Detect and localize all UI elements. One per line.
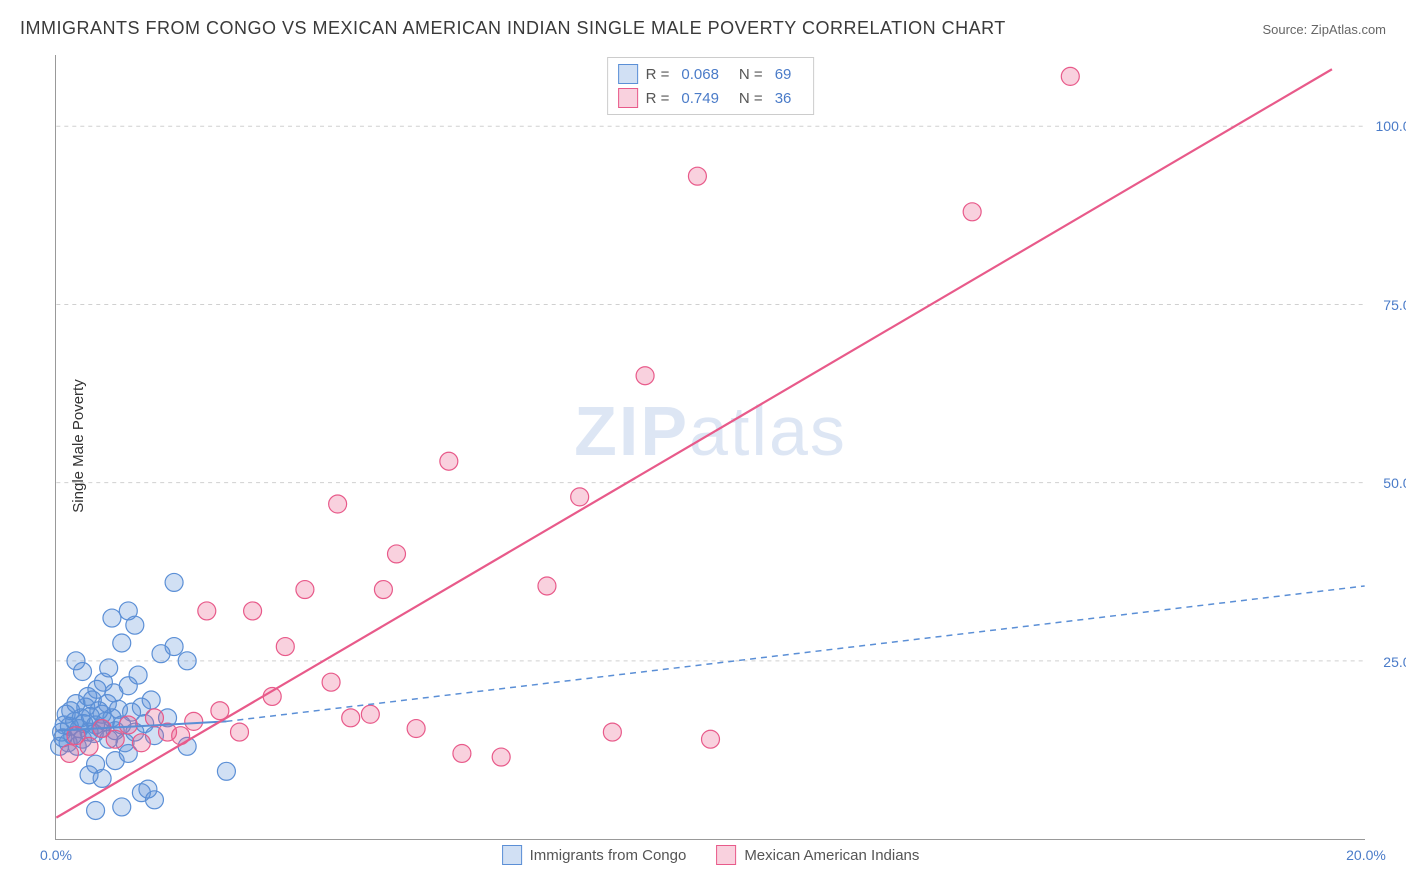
legend-row-series1: R = 0.068 N = 69	[618, 62, 804, 86]
plot-area: ZIPatlas R = 0.068 N = 69 R = 0.749 N = …	[55, 55, 1365, 840]
source-label: Source: ZipAtlas.com	[1262, 22, 1386, 37]
n-value-1: 69	[775, 66, 792, 83]
r-value-1: 0.068	[681, 66, 719, 83]
legend-item-mexican: Mexican American Indians	[716, 845, 919, 865]
scatter-chart	[56, 55, 1365, 839]
chart-title: IMMIGRANTS FROM CONGO VS MEXICAN AMERICA…	[20, 18, 1006, 39]
series-legend: Immigrants from Congo Mexican American I…	[502, 845, 920, 865]
y-tick-label: 75.0%	[1383, 297, 1406, 313]
y-tick-label: 25.0%	[1383, 654, 1406, 670]
r-value-2: 0.749	[681, 90, 719, 107]
legend-swatch-icon	[618, 88, 638, 108]
legend-label: Mexican American Indians	[744, 847, 919, 864]
y-tick-label: 100.0%	[1376, 118, 1406, 134]
legend-item-congo: Immigrants from Congo	[502, 845, 687, 865]
y-tick-label: 50.0%	[1383, 475, 1406, 491]
x-tick-label: 0.0%	[40, 847, 72, 863]
legend-row-series2: R = 0.749 N = 36	[618, 86, 804, 110]
legend-swatch-icon	[502, 845, 522, 865]
n-value-2: 36	[775, 90, 792, 107]
legend-swatch-icon	[618, 64, 638, 84]
x-tick-label: 20.0%	[1346, 847, 1386, 863]
legend-label: Immigrants from Congo	[530, 847, 687, 864]
correlation-legend: R = 0.068 N = 69 R = 0.749 N = 36	[607, 57, 815, 115]
legend-swatch-icon	[716, 845, 736, 865]
